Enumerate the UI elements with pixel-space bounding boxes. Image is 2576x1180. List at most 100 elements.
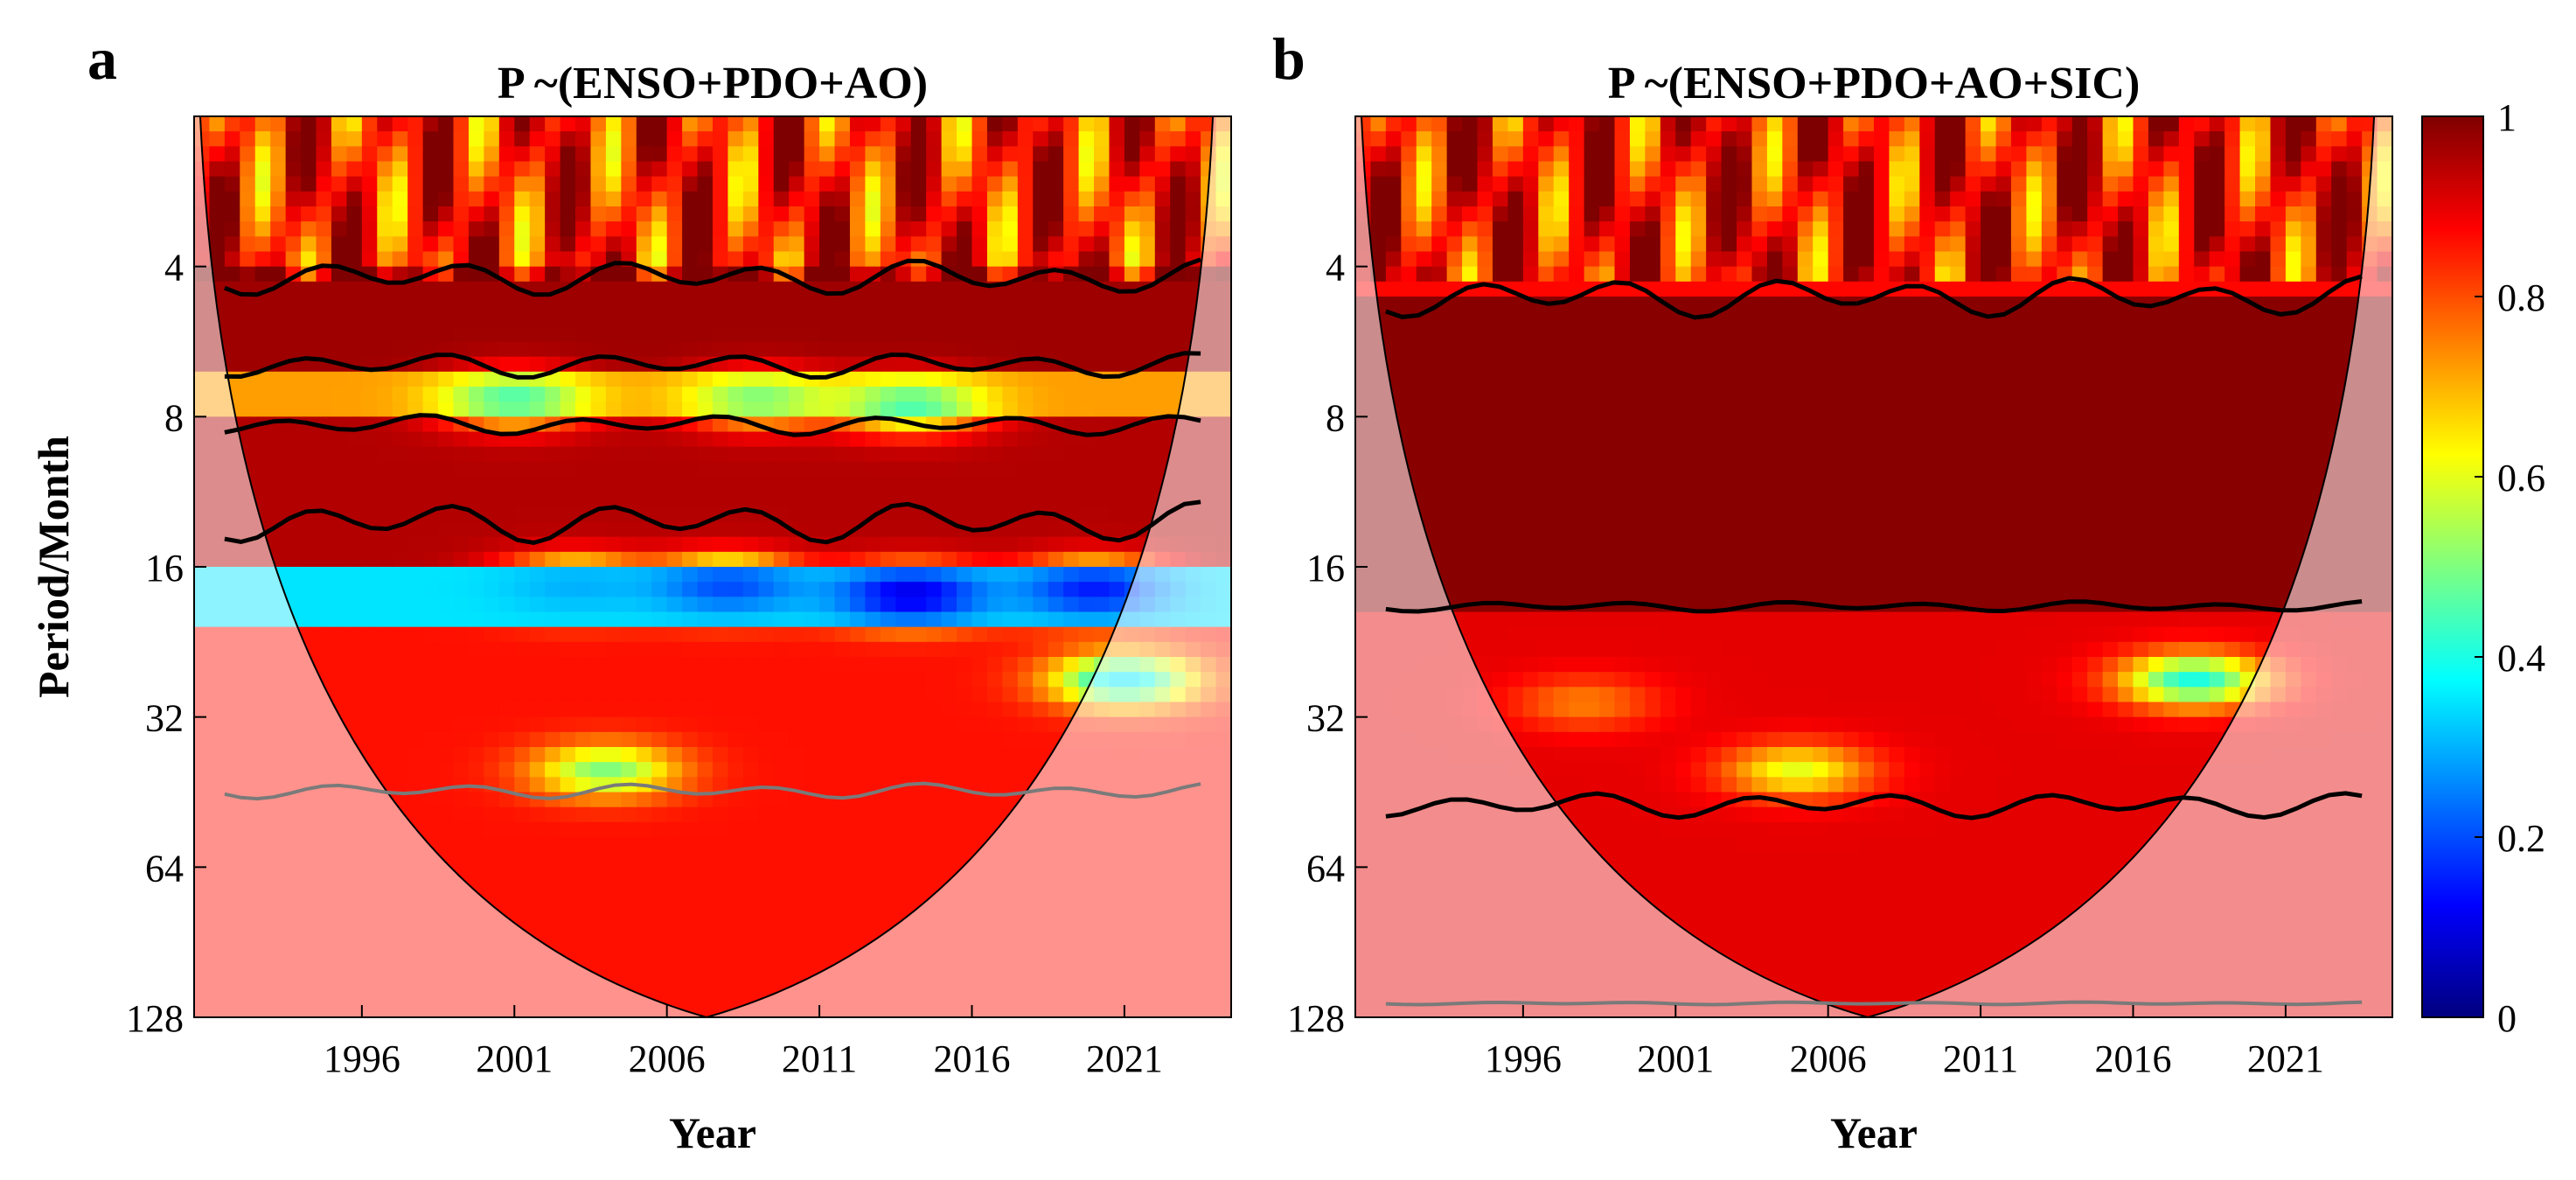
heatmap-cell (1048, 446, 1064, 463)
heatmap-cell (834, 731, 851, 748)
heatmap-cell (1170, 131, 1187, 148)
heatmap-cell (590, 206, 607, 222)
heatmap-cell (651, 401, 668, 418)
heatmap-cell (316, 371, 332, 388)
heatmap-cell (1017, 146, 1034, 163)
heatmap-cell (560, 897, 576, 913)
heatmap-cell (1017, 326, 1034, 343)
heatmap-cell (1553, 176, 1570, 192)
heatmap-cell (957, 371, 973, 388)
heatmap-cell (560, 176, 576, 192)
heatmap-cell (819, 687, 836, 703)
heatmap-cell (1033, 431, 1049, 448)
heatmap-cell (361, 672, 379, 688)
heatmap-cell (910, 626, 927, 643)
heatmap-cell (1017, 611, 1034, 628)
heatmap-cell (209, 131, 226, 148)
heatmap-cell (636, 492, 653, 508)
heatmap-cell (758, 806, 775, 823)
heatmap-cell (1431, 401, 1448, 418)
heatmap-cell (621, 687, 637, 703)
heatmap-cell (1033, 116, 1049, 132)
heatmap-cell (1370, 251, 1387, 268)
heatmap-cell (209, 236, 226, 253)
heatmap-cell (453, 536, 470, 553)
heatmap-cell (560, 341, 576, 358)
heatmap-cell (377, 551, 393, 568)
heatmap-cell (1109, 597, 1125, 613)
heatmap-cell (438, 792, 455, 808)
heatmap-cell (834, 567, 851, 583)
heatmap-cell (1048, 461, 1064, 478)
heatmap-cell (468, 161, 485, 178)
heatmap-cell (468, 687, 485, 703)
heatmap-cell (926, 716, 943, 733)
heatmap-cell (849, 236, 867, 253)
heatmap-cell (1522, 341, 1540, 358)
heatmap-cell (605, 942, 623, 959)
heatmap-cell (910, 161, 927, 178)
heatmap-cell (285, 176, 302, 192)
heatmap-cell (986, 626, 1004, 643)
heatmap-cell (1154, 221, 1172, 238)
heatmap-cell (742, 716, 760, 733)
heatmap-cell (331, 536, 348, 553)
heatmap-cell (453, 146, 470, 163)
heatmap-cell (1569, 477, 1585, 492)
heatmap-cell (575, 777, 592, 793)
heatmap-cell (285, 206, 302, 222)
heatmap-cell (804, 477, 820, 492)
heatmap-cell (728, 387, 744, 402)
heatmap-cell (422, 672, 439, 688)
heatmap-cell (346, 626, 363, 643)
heatmap-cell (514, 551, 531, 568)
heatmap-cell (1492, 176, 1509, 192)
heatmap-cell (834, 206, 851, 222)
heatmap-cell (545, 806, 561, 823)
heatmap-cell (1078, 161, 1095, 178)
heatmap-cell (895, 672, 912, 688)
heatmap-cell (545, 867, 561, 883)
heatmap-cell (1017, 461, 1034, 478)
heatmap-cell (834, 236, 851, 253)
heatmap-cell (804, 852, 820, 869)
heatmap-cell (941, 731, 957, 748)
heatmap-cell (1477, 582, 1493, 598)
heatmap-cell (1431, 446, 1448, 463)
heatmap-cell (560, 672, 576, 688)
heatmap-cell (1109, 176, 1125, 192)
heatmap-cell (560, 297, 576, 312)
heatmap-cell (545, 297, 561, 312)
heatmap-cell (758, 567, 775, 583)
heatmap-cell (819, 942, 836, 959)
heatmap-cell (682, 611, 699, 628)
heatmap-cell (1538, 747, 1555, 763)
heatmap-cell (986, 297, 1004, 312)
heatmap-cell (1094, 387, 1110, 402)
heatmap-cell (713, 687, 729, 703)
heatmap-cell (545, 146, 561, 163)
heatmap-cell (758, 927, 775, 943)
heatmap-cell (560, 567, 576, 583)
heatmap-cell (1522, 131, 1540, 148)
heatmap-cell (1477, 297, 1493, 312)
heatmap-cell (377, 281, 393, 297)
heatmap-cell (498, 792, 516, 808)
heatmap-cell (1401, 266, 1417, 283)
heatmap-cell (1139, 341, 1156, 358)
heatmap-cell (1048, 116, 1064, 132)
heatmap-cell (1553, 146, 1570, 163)
heatmap-cell (682, 626, 699, 643)
heatmap-cell (666, 146, 683, 163)
heatmap-cell (1522, 672, 1540, 688)
heatmap-cell (240, 311, 256, 328)
heatmap-cell (941, 792, 957, 808)
heatmap-cell (1416, 206, 1432, 222)
heatmap-cell (865, 702, 881, 718)
heatmap-cell (316, 161, 332, 178)
heatmap-cell (254, 161, 271, 178)
heatmap-cell (468, 281, 485, 297)
heatmap-cell (971, 461, 988, 478)
heatmap-cell (651, 492, 668, 508)
heatmap-cell (865, 867, 881, 883)
